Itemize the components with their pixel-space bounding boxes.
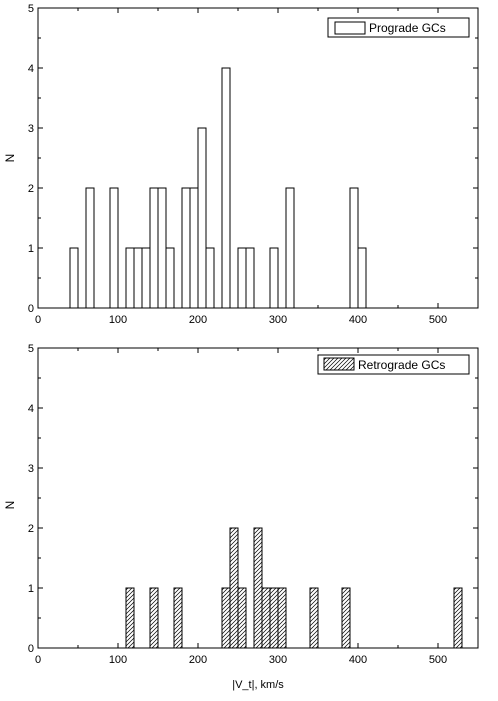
retrograde-histogram-panel: 0 100 200 300 400 500 0 1 2 3 4 5 N |V_t|, km/s Ret… (3, 343, 479, 691)
retrograde-y-tick-label: 5 (28, 343, 34, 355)
prograde-bar-19 (357, 247, 367, 309)
retrograde-bar-4 (229, 527, 239, 649)
retrograde-x-tick-label: 300 (269, 654, 287, 666)
prograde-bar-11 (197, 127, 207, 309)
prograde-bar-12 (205, 247, 215, 309)
retrograde-x-tick-label: 0 (35, 654, 41, 666)
retrograde-y-tick-label: 1 (28, 583, 34, 595)
retrograde-y-tick-label: 0 (28, 643, 34, 655)
retrograde-bar-3 (221, 587, 231, 649)
retrograde-y-tick-label: 3 (28, 463, 34, 475)
retrograde-bar-12 (453, 587, 463, 649)
prograde-bar-4 (133, 247, 143, 309)
retrograde-x-tick-label: 100 (109, 654, 127, 666)
prograde-x-tick-label: 200 (189, 314, 207, 326)
prograde-bar-17 (285, 187, 295, 309)
prograde-x-tick-label: 0 (35, 314, 41, 326)
prograde-x-tick-label: 500 (429, 314, 447, 326)
prograde-y-tick-label: 5 (28, 3, 34, 15)
prograde-legend: Prograde GCs (327, 17, 470, 38)
retrograde-bar-7 (261, 587, 271, 649)
prograde-bar-13 (221, 67, 231, 309)
prograde-bar-14 (237, 247, 247, 309)
prograde-bar-0 (69, 247, 79, 309)
retrograde-bars (125, 527, 463, 649)
retrograde-bar-0 (125, 587, 135, 649)
retrograde-bar-11 (341, 587, 351, 649)
retrograde-x-tick-label: 500 (429, 654, 447, 666)
retrograde-legend-label: Retrograde GCs (358, 358, 445, 372)
prograde-legend-label: Prograde GCs (369, 21, 446, 35)
prograde-bar-1 (85, 187, 95, 309)
prograde-bar-10 (189, 187, 199, 309)
retrograde-bar-9 (277, 587, 287, 649)
retrograde-bar-1 (149, 587, 159, 649)
prograde-y-tick-label: 4 (28, 63, 34, 75)
prograde-bar-2 (109, 187, 119, 309)
prograde-x-tick-label: 100 (109, 314, 127, 326)
prograde-y-tick-label: 2 (28, 183, 34, 195)
retrograde-y-axis-label: N (3, 501, 17, 510)
prograde-histogram-panel: 0 100 200 300 400 500 0 1 2 3 4 5 N Prograde GCs (3, 3, 479, 326)
retrograde-x-axis-label: |V_t|, km/s (232, 679, 284, 691)
prograde-x-tick-label: 300 (269, 314, 287, 326)
prograde-axis-ticks: 0 100 200 300 400 500 0 1 2 3 4 5 (28, 3, 478, 326)
prograde-bar-6 (149, 187, 159, 309)
retrograde-legend: Retrograde GCs (317, 354, 470, 375)
prograde-bar-15 (245, 247, 255, 309)
prograde-y-axis-label: N (3, 154, 17, 163)
retrograde-bar-6 (253, 527, 263, 649)
retrograde-x-tick-label: 200 (189, 654, 207, 666)
retrograde-bar-5 (237, 587, 247, 649)
prograde-bar-5 (141, 247, 151, 309)
retrograde-bar-8 (269, 587, 279, 649)
retrograde-legend-swatch (323, 357, 355, 371)
prograde-y-tick-label: 0 (28, 303, 34, 315)
prograde-plot-frame (37, 7, 479, 309)
retrograde-x-tick-label: 400 (349, 654, 367, 666)
retrograde-legend-box (317, 354, 470, 375)
prograde-bar-8 (165, 247, 175, 309)
prograde-x-tick-label: 400 (349, 314, 367, 326)
prograde-bar-3 (125, 247, 135, 309)
prograde-bar-9 (181, 187, 191, 309)
retrograde-y-tick-label: 4 (28, 403, 34, 415)
retrograde-y-tick-label: 2 (28, 523, 34, 535)
prograde-bar-16 (269, 247, 279, 309)
prograde-bar-18 (349, 187, 359, 309)
retrograde-axis-ticks: 0 100 200 300 400 500 0 1 2 3 4 5 (28, 343, 478, 666)
retrograde-bar-10 (309, 587, 319, 649)
prograde-y-tick-label: 3 (28, 123, 34, 135)
retrograde-bar-2 (173, 587, 183, 649)
prograde-legend-swatch (334, 21, 366, 35)
prograde-bar-7 (157, 187, 167, 309)
prograde-bars (69, 67, 367, 309)
prograde-y-tick-label: 1 (28, 243, 34, 255)
